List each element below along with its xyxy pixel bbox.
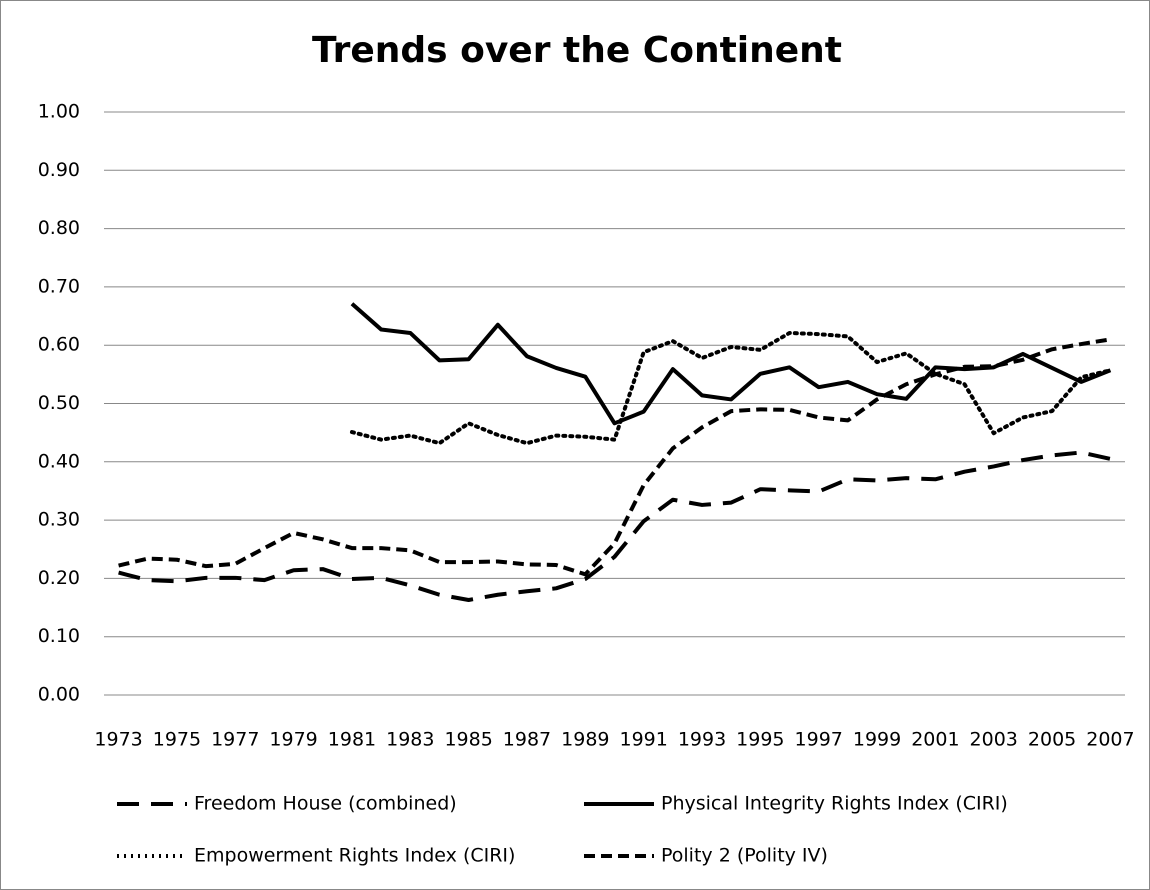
y-tick-label: 0.00 [38,684,80,706]
y-tick-label: 0.40 [38,450,80,472]
x-tick-label: 2007 [1086,729,1134,751]
series-line [118,450,1111,602]
x-tick-label: 2005 [1028,729,1076,751]
y-tick-label: 0.90 [38,159,80,181]
x-tick-label: 1995 [736,729,784,751]
x-tick-label: 1993 [678,729,726,751]
series-line [349,330,1113,446]
x-tick-label: 1989 [561,729,609,751]
x-tick-label: 1981 [328,729,376,751]
x-tick-label: 1979 [269,729,317,751]
y-tick-label: 0.20 [38,567,80,589]
x-tick-label: 2003 [970,729,1018,751]
y-tick-label: 0.80 [38,217,80,239]
x-tick-label: 1987 [503,729,551,751]
x-tick-label: 1983 [386,729,434,751]
x-tick-label: 1991 [619,729,667,751]
chart-title: Trends over the Continent [312,30,842,71]
x-tick-label: 1997 [795,729,843,751]
y-tick-label: 0.60 [38,334,80,356]
x-tick-label: 1973 [94,729,142,751]
legend-label: Physical Integrity Rights Index (CIRI) [661,793,1008,815]
y-tick-label: 0.70 [38,275,80,297]
y-tick-label: 0.30 [38,509,80,531]
series-line [118,337,1111,577]
y-tick-label: 0.50 [38,392,80,414]
x-tick-label: 1985 [444,729,492,751]
legend-label: Empowerment Rights Index (CIRI) [194,845,515,867]
y-tick-label: 1.00 [38,101,80,123]
x-tick-label: 1977 [211,729,259,751]
x-tick-label: 1975 [153,729,201,751]
y-tick-label: 0.10 [38,625,80,647]
legend-label: Polity 2 (Polity IV) [661,845,828,867]
legend-label: Freedom House (combined) [194,793,457,815]
x-tick-label: 1999 [853,729,901,751]
x-tick-label: 2001 [911,729,959,751]
